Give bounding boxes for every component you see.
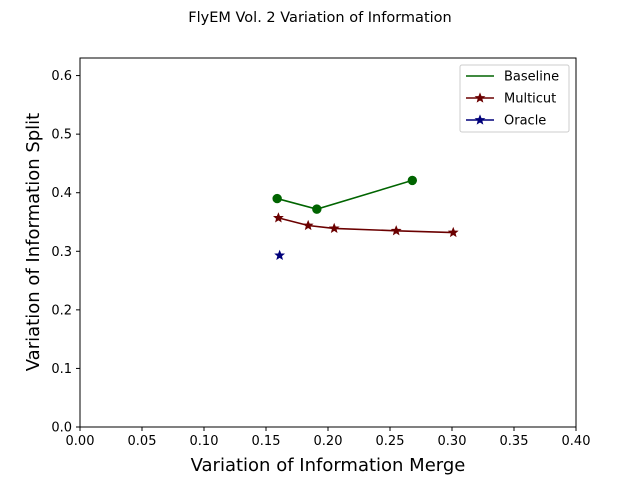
data-point-multicut xyxy=(447,226,459,238)
data-point-multicut xyxy=(328,222,340,234)
legend: Baseline Multicut Oracle xyxy=(459,64,570,133)
x-tick-label: 0.05 xyxy=(128,434,157,449)
y-tick-label: 0.5 xyxy=(51,128,72,143)
data-point-oracle xyxy=(274,249,286,260)
x-axis-label: Variation of Information Merge xyxy=(191,455,466,476)
series-line-baseline xyxy=(276,179,413,210)
y-tick-label: 0.3 xyxy=(51,245,72,260)
series-oracle xyxy=(274,249,286,260)
plot-area: 0.00 0.05 0.10 0.15 0.20 0.25 0.30 0.35 0.40 0.0 0… xyxy=(51,57,591,449)
data-point-multicut xyxy=(302,219,314,231)
x-tick-label: 0.35 xyxy=(500,434,529,449)
legend-label-baseline: Baseline xyxy=(504,70,559,85)
x-tick-label: 0.15 xyxy=(252,434,281,449)
data-point-baseline xyxy=(312,204,322,214)
series-multicut xyxy=(272,212,459,238)
x-tick-label: 0.10 xyxy=(190,434,219,449)
data-point-multicut xyxy=(272,212,284,223)
legend-marker-multicut xyxy=(474,92,486,103)
data-point-baseline xyxy=(407,175,418,186)
x-tick-label: 0.40 xyxy=(562,434,591,449)
y-tick-label: 0.2 xyxy=(51,303,72,318)
data-point-baseline xyxy=(272,193,282,204)
legend-marker-oracle xyxy=(474,114,486,125)
y-tick-label: 0.0 xyxy=(51,421,72,436)
x-tick-label: 0.20 xyxy=(314,434,343,449)
legend-label-oracle: Oracle xyxy=(504,114,546,129)
series-baseline xyxy=(272,175,418,214)
y-tick-label: 0.1 xyxy=(51,362,72,377)
chart-title: FlyEM Vol. 2 Variation of Information xyxy=(188,10,451,26)
x-tick-label: 0.30 xyxy=(438,434,467,449)
legend-box xyxy=(459,64,570,133)
x-tick-label: 0.25 xyxy=(376,434,405,449)
y-tick-label: 0.4 xyxy=(51,186,72,201)
x-tick-label: 0.00 xyxy=(66,434,95,449)
data-point-multicut xyxy=(390,225,402,236)
y-tick-label: 0.6 xyxy=(51,69,72,84)
y-axis-label: Variation of Information Split xyxy=(23,113,44,371)
legend-label-multicut: Multicut xyxy=(504,92,556,107)
